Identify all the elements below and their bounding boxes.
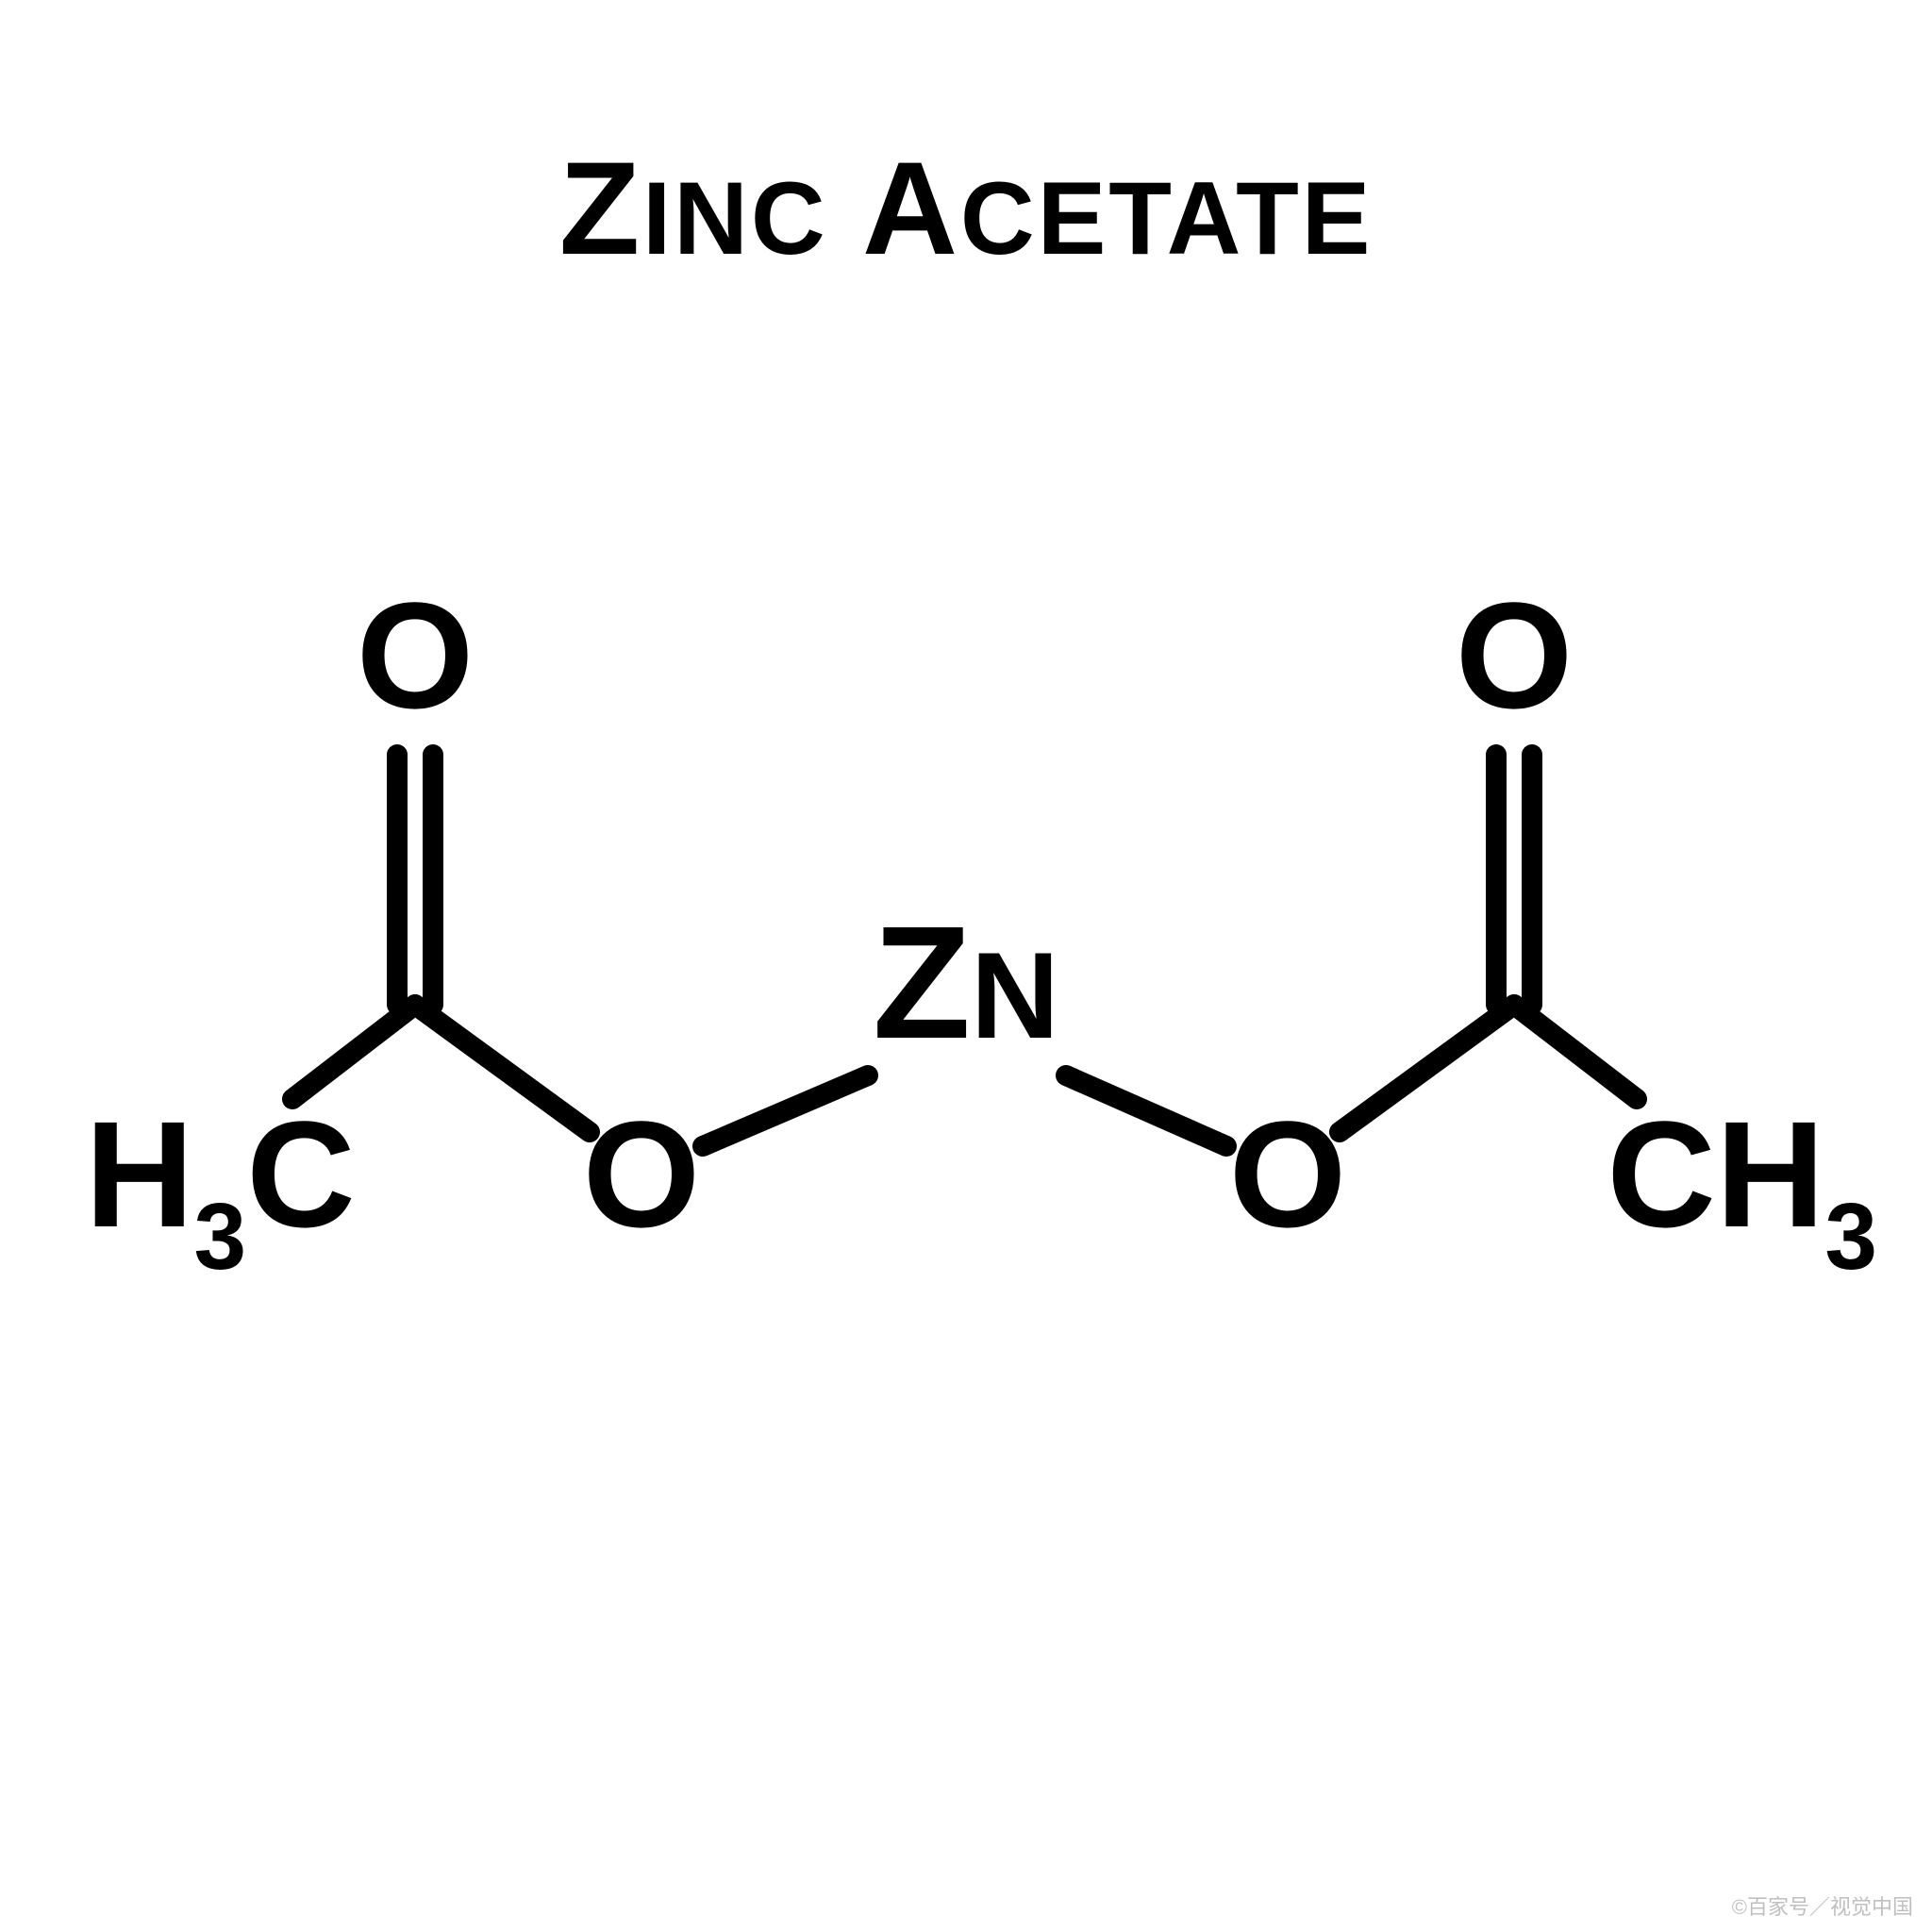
atom-labels-group: ZN O O O O H3C CH3 bbox=[85, 571, 1877, 1290]
svg-text:O: O bbox=[1456, 571, 1573, 740]
svg-text:O: O bbox=[583, 1090, 700, 1258]
watermark-text: ©百家号／视觉中国 bbox=[1732, 1890, 1913, 1921]
svg-text:O: O bbox=[357, 571, 474, 740]
structure-svg: ZN O O O O H3C CH3 bbox=[0, 0, 1932, 1932]
svg-text:ZN: ZN bbox=[873, 893, 1059, 1073]
svg-text:H3C: H3C bbox=[85, 1090, 356, 1290]
diagram-container: ZINC ACETATE ZNOOOOH3CCH3 ©百家号／视觉中国 bbox=[0, 0, 1932, 1932]
svg-text:O: O bbox=[1229, 1090, 1346, 1258]
svg-text:CH3: CH3 bbox=[1607, 1090, 1877, 1290]
